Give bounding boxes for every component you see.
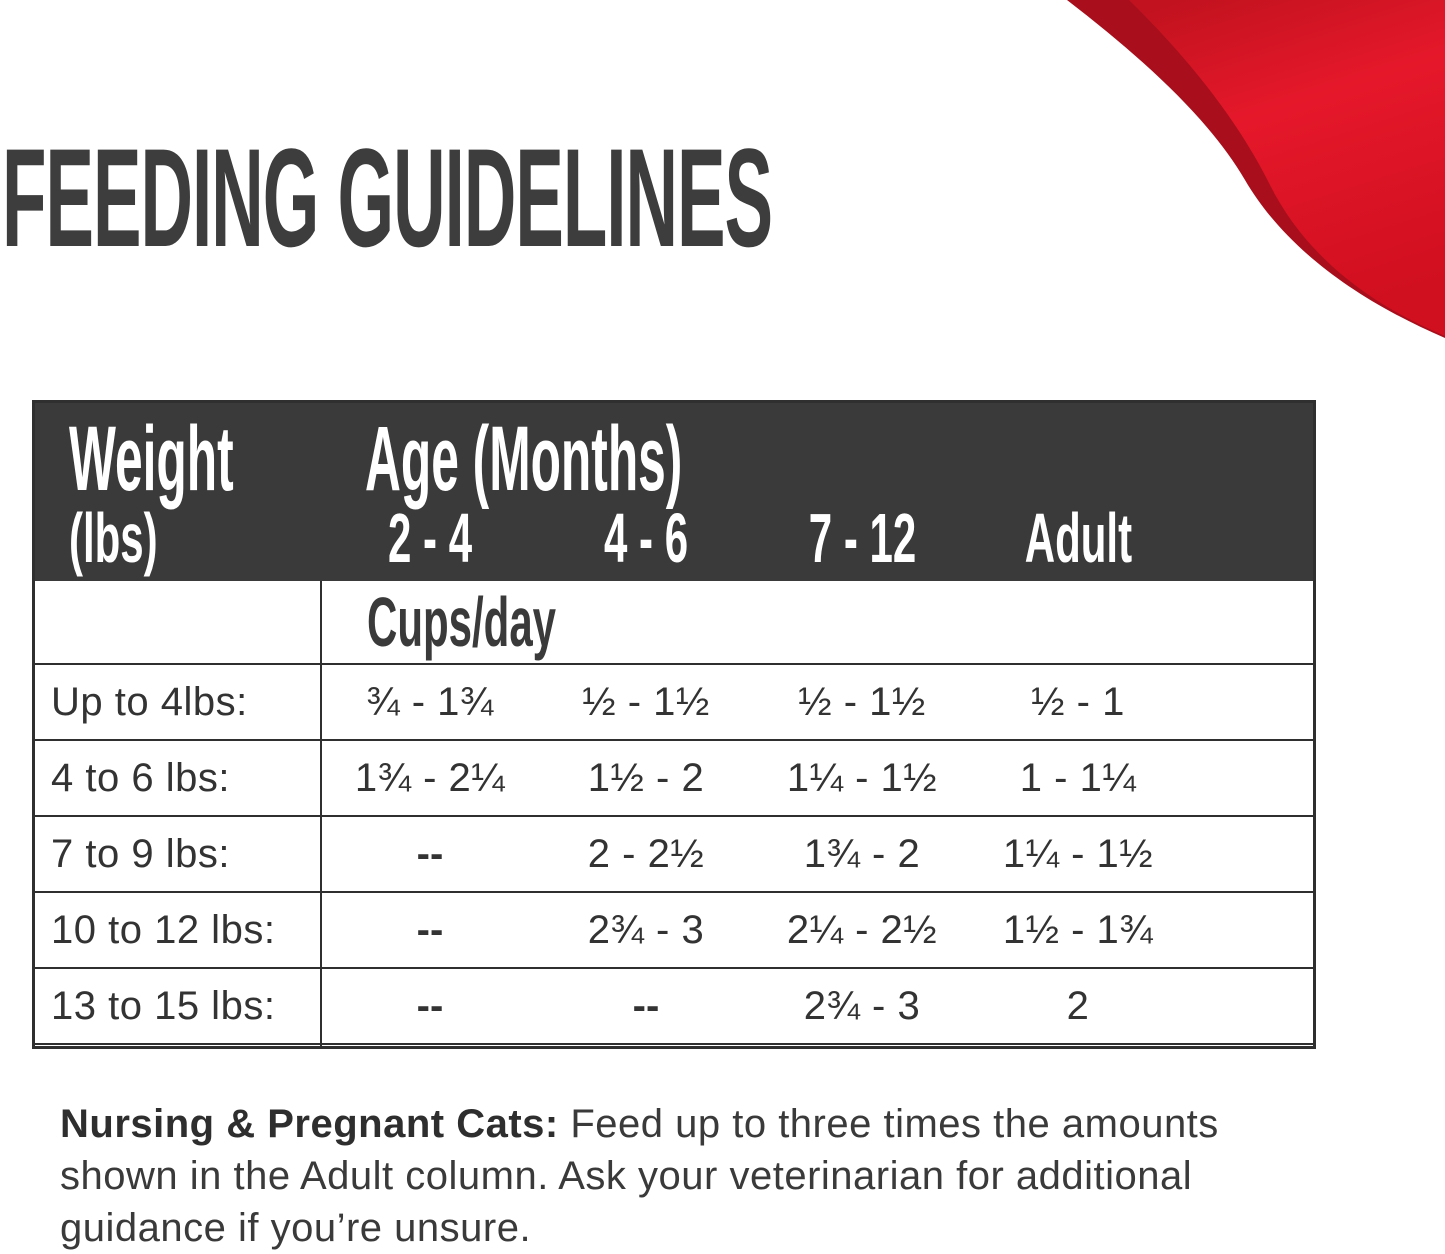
swoosh-bright-body [1129,0,1445,336]
units-row: Cups/day [35,581,1313,665]
row-value: 1¾ - 2¼ [354,755,506,800]
row-value: 1¾ - 2 [803,831,921,876]
row-weight-label: Up to 4lbs: [51,679,248,724]
note-bold-lead: Nursing & Pregnant Cats: [60,1102,559,1146]
table-row: 7 to 9 lbs: -- 2 - 2½ 1¾ - 2 1¼ - 1½ [35,817,1313,893]
table-row: 10 to 12 lbs: -- 2¾ - 3 2¼ - 2½ 1½ - 1¾ [35,893,1313,969]
row-value: 1½ - 2 [587,755,705,800]
row-weight-label: 4 to 6 lbs: [51,755,230,800]
table-row: 4 to 6 lbs: 1¾ - 2¼ 1½ - 2 1¼ - 1½ 1 - 1… [35,741,1313,817]
row-value: -- [632,983,660,1028]
header-weight-unit: (lbs) [69,499,158,577]
table-header: Weight (lbs) Age (Months) 2 - 4 4 - 6 7 … [35,403,1313,581]
header-col-7-12: 7 - 12 [808,499,916,577]
row-value: ¾ - 1¾ [366,679,494,724]
row-weight-label: 10 to 12 lbs: [51,907,276,952]
row-value: -- [416,907,444,952]
row-value: ½ - 1½ [798,679,926,724]
row-value: 2 - 2½ [587,831,705,876]
row-value: -- [416,983,444,1028]
row-value: 2¼ - 2½ [786,907,938,952]
nursing-pregnant-note: Nursing & Pregnant Cats: Feed up to thre… [60,1098,1219,1254]
header-age-group-label: Age (Months) [365,408,683,510]
row-value: -- [416,831,444,876]
header-age-columns: 2 - 4 4 - 6 7 - 12 Adult [322,503,1186,573]
table-row: Up to 4lbs: ¾ - 1¾ ½ - 1½ ½ - 1½ ½ - 1 [35,665,1313,741]
cups-per-day-label: Cups/day [367,583,557,661]
row-value: 1 - 1¼ [1019,755,1137,800]
row-weight-label: 13 to 15 lbs: [51,983,276,1028]
row-value: ½ - 1½ [582,679,710,724]
table-row: 13 to 15 lbs: -- -- 2¾ - 3 2 [35,969,1313,1045]
red-swoosh-graphic [1067,0,1445,338]
note-line: shown in the Adult column. Ask your vete… [60,1154,1193,1198]
row-value: 1½ - 1¾ [1002,907,1154,952]
column-divider-line [320,581,322,1046]
header-col-2-4: 2 - 4 [387,499,473,577]
feeding-guidelines-table: Weight (lbs) Age (Months) 2 - 4 4 - 6 7 … [32,400,1316,1049]
row-value: 2¾ - 3 [803,983,921,1028]
row-value: 2 [1066,983,1090,1028]
row-value: 1¼ - 1½ [786,755,938,800]
row-weight-label: 7 to 9 lbs: [51,831,230,876]
row-value: 2¾ - 3 [587,907,705,952]
note-line: Nursing & Pregnant Cats: Feed up to thre… [60,1102,1219,1146]
page-title: FEEDING GUIDELINES [2,119,773,276]
row-value: ½ - 1 [1031,679,1125,724]
note-line: guidance if you’re unsure. [60,1206,532,1250]
header-col-adult: Adult [1024,499,1132,577]
header-col-4-6: 4 - 6 [603,499,689,577]
header-weight-label: Weight [69,408,234,510]
row-value: 1¼ - 1½ [1002,831,1154,876]
